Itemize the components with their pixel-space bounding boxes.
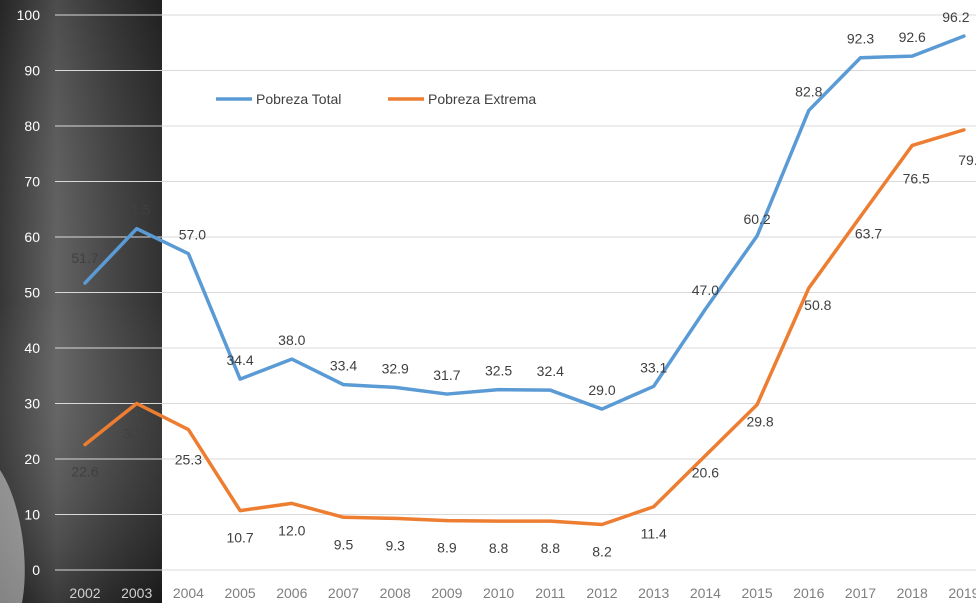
- legend-label: Pobreza Extrema: [428, 91, 536, 107]
- x-axis-ticks: 2002 2003 2004 2005 2006 2007 2008 2009 2010 2011…: [69, 585, 976, 601]
- x-tick-label: 2008: [380, 585, 411, 601]
- data-label-pobreza-extrema: 20.6: [692, 465, 719, 481]
- x-tick-label: 2002: [69, 585, 100, 601]
- data-label-pobreza-extrema: 8.2: [592, 543, 612, 559]
- legend-label: Pobreza Total: [256, 91, 341, 107]
- y-tick-label: 50: [24, 285, 40, 301]
- data-label-pobreza-total: 33.1: [640, 359, 667, 375]
- series-line-pobreza-total: [83, 34, 966, 411]
- x-tick-label: 2011: [535, 585, 565, 601]
- x-tick-label: 2005: [225, 585, 256, 601]
- y-tick-label: 20: [24, 451, 40, 467]
- data-label-pobreza-extrema: 12.0: [278, 522, 305, 538]
- data-label-pobreza-extrema: 30.0: [123, 426, 150, 442]
- data-label-pobreza-extrema: 9.3: [385, 537, 405, 553]
- x-tick-label: 2012: [586, 585, 617, 601]
- data-label-pobreza-extrema: 8.8: [541, 540, 561, 556]
- data-label-pobreza-total: 38.0: [278, 332, 305, 348]
- dark-background-panel: [0, 0, 162, 603]
- data-label-pobreza-extrema: 22.6: [71, 464, 98, 480]
- x-tick-label: 2017: [845, 585, 876, 601]
- x-tick-label: 2016: [793, 585, 824, 601]
- y-tick-label: 80: [24, 118, 40, 134]
- data-label-pobreza-extrema: 29.8: [746, 414, 773, 430]
- legend: Pobreza Total Pobreza Extrema: [216, 91, 536, 107]
- data-label-pobreza-extrema: 8.9: [437, 540, 457, 556]
- y-tick-label: 10: [24, 507, 40, 523]
- data-label-pobreza-extrema: 8.8: [489, 540, 509, 556]
- grid-lines: [55, 14, 976, 571]
- series-lines: [83, 34, 966, 527]
- x-tick-label: 2007: [328, 585, 359, 601]
- data-label-pobreza-extrema: 63.7: [855, 225, 882, 241]
- y-tick-label: 30: [24, 396, 40, 412]
- y-tick-label: 0: [32, 562, 40, 578]
- data-label-pobreza-total: 32.4: [537, 363, 564, 379]
- x-tick-label: 2010: [483, 585, 514, 601]
- y-tick-label: 70: [24, 174, 40, 190]
- series-line-pobreza-extrema: [83, 128, 966, 527]
- x-tick-label: 2013: [638, 585, 669, 601]
- data-label-pobreza-total: 31.7: [433, 367, 460, 383]
- data-label-pobreza-extrema: 10.7: [226, 530, 253, 546]
- data-label-pobreza-extrema: 9.5: [334, 536, 354, 552]
- x-tick-label: 2014: [690, 585, 721, 601]
- data-label-pobreza-total: 29.0: [588, 382, 615, 398]
- x-tick-label: 2019: [948, 585, 976, 601]
- y-tick-label: 40: [24, 340, 40, 356]
- data-label-pobreza-total: 57.0: [179, 227, 206, 243]
- data-label-pobreza-total: 32.9: [382, 360, 409, 376]
- y-tick-label: 90: [24, 63, 40, 79]
- data-label-pobreza-total: 61.5: [123, 202, 150, 218]
- y-axis-ticks: 0 10 20 30 40 50 60 70 80 90 100: [17, 7, 41, 578]
- legend-item-pobreza-extrema: Pobreza Extrema: [388, 91, 536, 107]
- data-label-pobreza-total: 60.2: [743, 211, 770, 227]
- data-label-pobreza-total: 34.4: [226, 352, 253, 368]
- data-label-pobreza-total: 32.5: [485, 363, 512, 379]
- data-label-pobreza-extrema: 50.8: [804, 297, 831, 313]
- data-label-pobreza-extrema: 79.3: [958, 152, 976, 168]
- y-tick-label: 60: [24, 229, 40, 245]
- data-label-pobreza-total: 96.2: [942, 9, 969, 25]
- y-tick-label: 100: [17, 7, 41, 23]
- data-label-pobreza-total: 51.7: [71, 250, 98, 266]
- data-label-pobreza-total: 47.0: [692, 282, 719, 298]
- x-tick-label: 2003: [121, 585, 152, 601]
- x-tick-label: 2006: [276, 585, 307, 601]
- x-tick-label: 2018: [897, 585, 928, 601]
- data-label-pobreza-extrema: 76.5: [903, 170, 930, 186]
- legend-item-pobreza-total: Pobreza Total: [216, 91, 341, 107]
- data-label-pobreza-total: 92.3: [847, 31, 874, 47]
- data-label-pobreza-total: 92.6: [899, 29, 926, 45]
- x-tick-label: 2009: [431, 585, 462, 601]
- x-tick-label: 2015: [742, 585, 773, 601]
- data-label-pobreza-extrema: 11.4: [641, 526, 667, 542]
- x-tick-label: 2004: [173, 585, 204, 601]
- data-label-pobreza-total: 82.8: [795, 83, 822, 99]
- data-label-pobreza-total: 33.4: [330, 358, 357, 374]
- data-labels: 51.7 61.5 57.0 34.4 38.0 33.4 32.9 31.7 32.5 32.4…: [71, 9, 976, 559]
- data-label-pobreza-extrema: 25.3: [175, 452, 202, 468]
